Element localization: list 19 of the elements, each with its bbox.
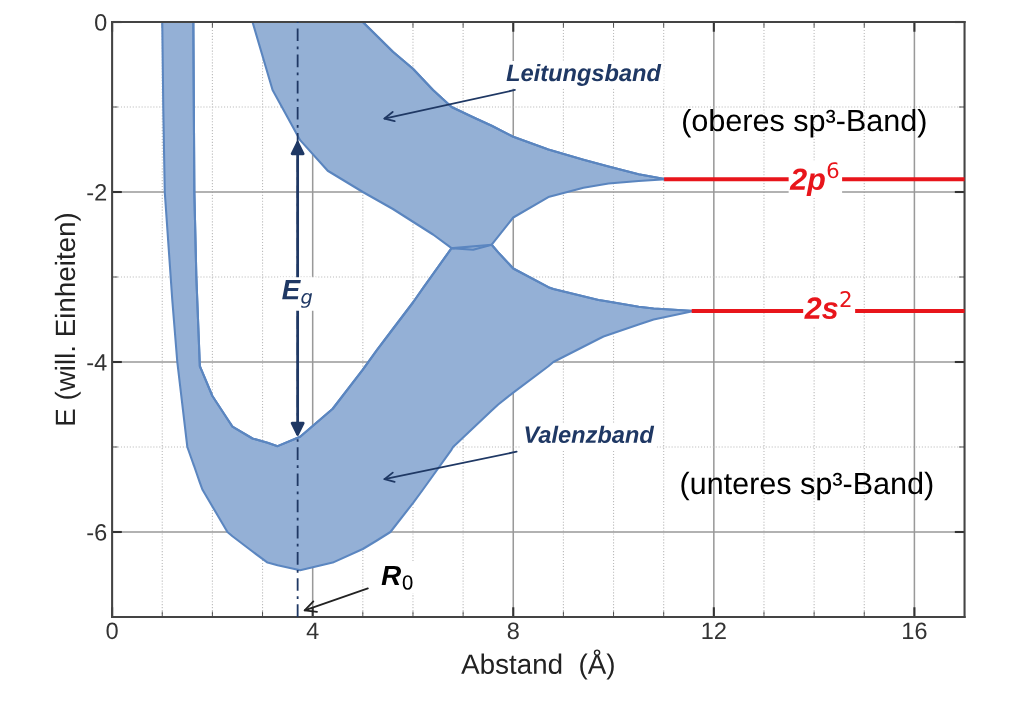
x-tick-label: 16: [903, 622, 927, 640]
annotation: (oberes sp³-Band): [683, 108, 926, 138]
y-tick-label: -2: [87, 184, 107, 201]
y-tick-label: 0: [95, 14, 107, 31]
annotation: Leitungsband: [506, 63, 662, 86]
y-tick-label: -6: [87, 524, 107, 541]
y-tick-label: -4: [87, 354, 107, 371]
annotation: E$_{g}$: [282, 280, 313, 308]
x-tick-label: 12: [702, 622, 726, 639]
x-tick-label: 4: [306, 622, 319, 639]
x-axis-title: Abstand (Å): [461, 649, 614, 680]
annotation: (unteres sp³-Band): [681, 471, 933, 501]
series-label: 2p$^{6}$: [789, 162, 839, 197]
series-label: 2s$^{2}$: [804, 291, 851, 319]
annotation: Valenzband: [525, 425, 655, 444]
annotation: R$_{0}$: [381, 565, 413, 590]
x-tick-label: 0: [106, 622, 118, 640]
x-tick-label: 8: [507, 622, 519, 640]
y-axis-title: E (will. Einheiten): [54, 213, 81, 425]
